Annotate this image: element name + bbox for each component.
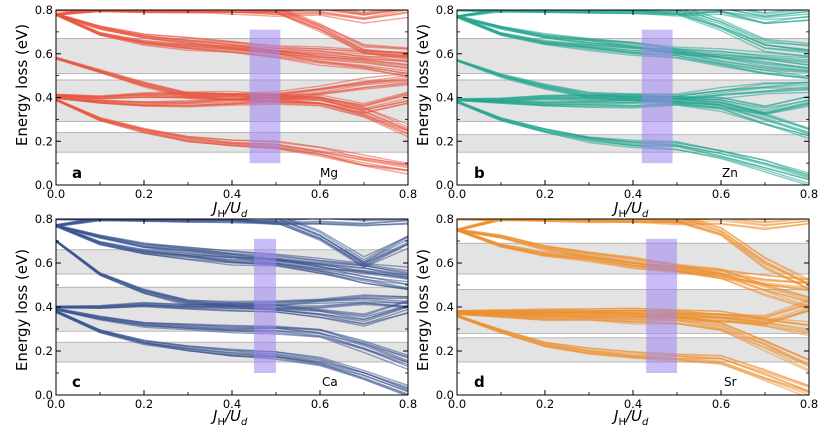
x-tick-label-c: 0.4 xyxy=(223,397,241,411)
series-b-2 xyxy=(457,14,809,70)
y-tick-label-a: 0.6 xyxy=(35,47,53,61)
series-d-2 xyxy=(457,228,809,310)
series-b-7 xyxy=(457,97,809,140)
panel-b: 0.00.0 0.2 0.2 0.4 0.4 0.6 0.6 0.8 0.8 Energy lo… xyxy=(414,3,818,220)
x-tick-label-d: 0.6 xyxy=(712,397,730,411)
panel-letter-d: d xyxy=(474,373,485,391)
highlight-region-b xyxy=(641,29,673,164)
x-tick-label-a: 0.6 xyxy=(311,187,329,201)
y-axis-label-d: Energy loss (eV) xyxy=(414,249,432,371)
plot-area-b: 0.00.0 0.2 0.2 0.4 0.4 0.6 0.6 0.8 0.8 xyxy=(436,3,818,201)
series-c-8 xyxy=(56,309,408,395)
y-axis-label-a: Energy loss (eV) xyxy=(13,24,31,146)
series-a-7 xyxy=(56,95,408,138)
x-axis-label-b: JH/Ud xyxy=(611,199,649,220)
y-axis-label-b: Energy loss (eV) xyxy=(414,24,432,146)
panel-c: 0.00.0 0.2 0.2 0.4 0.4 0.6 0.6 0.8 0.8 Energy lo… xyxy=(13,212,417,428)
element-label-c: Ca xyxy=(322,375,338,389)
y-tick-label-b: 0.4 xyxy=(436,91,454,105)
panel-letter-a: a xyxy=(72,164,82,182)
x-tick-label-d: 0.2 xyxy=(536,397,554,411)
series-c-6 xyxy=(56,299,408,327)
plot-area-c: 0.00.0 0.2 0.2 0.4 0.4 0.6 0.6 0.8 0.8 xyxy=(35,212,417,411)
y-tick-label-b: 0.6 xyxy=(436,47,454,61)
panel-letter-c: c xyxy=(72,373,81,391)
x-tick-label-c: 0.6 xyxy=(311,397,329,411)
y-tick-label-d: 0.6 xyxy=(436,256,454,270)
y-tick-label-c: 0.4 xyxy=(35,300,53,314)
series-b-1 xyxy=(457,15,809,80)
x-tick-label-c: 0.8 xyxy=(399,397,417,411)
highlight-region-d xyxy=(646,238,677,373)
highlight-region-a xyxy=(249,29,281,164)
x-tick-label-c: 0.2 xyxy=(135,397,153,411)
series-a-2 xyxy=(56,12,408,66)
x-axis-label-c: JH/Ud xyxy=(210,407,248,428)
y-tick-label-d: 0.0 xyxy=(436,388,454,402)
x-tick-label-c: 0.0 xyxy=(47,397,65,411)
series-a-8 xyxy=(56,98,408,175)
x-axis-label-d: JH/Ud xyxy=(611,407,649,428)
panel-a: 0.00.0 0.2 0.2 0.4 0.4 0.6 0.6 0.8 0.8 Energy lo… xyxy=(13,3,417,220)
y-tick-label-a: 0.8 xyxy=(35,3,53,17)
y-axis-label-c: Energy loss (eV) xyxy=(13,249,31,371)
series-c-2 xyxy=(56,224,408,280)
y-tick-label-d: 0.2 xyxy=(436,344,454,358)
y-tick-label-b: 0.8 xyxy=(436,3,454,17)
element-label-b: Zn xyxy=(722,166,738,180)
y-tick-label-a: 0.0 xyxy=(35,178,53,192)
x-tick-label-d: 0.0 xyxy=(448,397,466,411)
y-tick-label-a: 0.2 xyxy=(35,134,53,148)
x-tick-label-a: 0.2 xyxy=(135,187,153,201)
y-tick-label-b: 0.0 xyxy=(436,178,454,192)
x-tick-label-b: 0.6 xyxy=(712,187,730,201)
x-tick-label-d: 0.4 xyxy=(624,397,642,411)
element-label-a: Mg xyxy=(320,166,338,180)
plot-area-a: 0.00.0 0.2 0.2 0.4 0.4 0.6 0.6 0.8 0.8 xyxy=(35,3,417,201)
series-b-8 xyxy=(457,100,809,185)
x-tick-label-d: 0.8 xyxy=(800,397,818,411)
x-tick-label-b: 0.0 xyxy=(448,187,466,201)
element-label-d: Sr xyxy=(724,375,737,389)
y-tick-label-d: 0.8 xyxy=(436,212,454,226)
y-tick-label-c: 0.8 xyxy=(35,212,53,226)
y-tick-label-d: 0.4 xyxy=(436,300,454,314)
series-c-7 xyxy=(56,307,408,371)
y-tick-label-c: 0.6 xyxy=(35,256,53,270)
plot-area-d: 0.00.0 0.2 0.2 0.4 0.4 0.6 0.6 0.8 0.8 xyxy=(436,212,818,411)
x-tick-label-b: 0.2 xyxy=(536,187,554,201)
x-tick-label-a: 0.4 xyxy=(223,187,241,201)
series-d-7 xyxy=(457,311,809,373)
panel-letter-b: b xyxy=(474,164,485,182)
y-tick-label-c: 0.0 xyxy=(35,388,53,402)
x-tick-label-a: 0.8 xyxy=(399,187,417,201)
series-d-8 xyxy=(457,314,809,395)
x-axis-label-a: JH/Ud xyxy=(210,199,248,220)
panel-d: 0.00.0 0.2 0.2 0.4 0.4 0.6 0.6 0.8 0.8 Energy lo… xyxy=(414,212,818,428)
x-tick-label-b: 0.8 xyxy=(800,187,818,201)
highlight-region-c xyxy=(254,238,276,373)
y-tick-label-a: 0.4 xyxy=(35,91,53,105)
y-tick-label-b: 0.2 xyxy=(436,134,454,148)
y-tick-label-c: 0.2 xyxy=(35,344,53,358)
x-tick-label-b: 0.4 xyxy=(624,187,642,201)
x-tick-label-a: 0.0 xyxy=(47,187,65,201)
